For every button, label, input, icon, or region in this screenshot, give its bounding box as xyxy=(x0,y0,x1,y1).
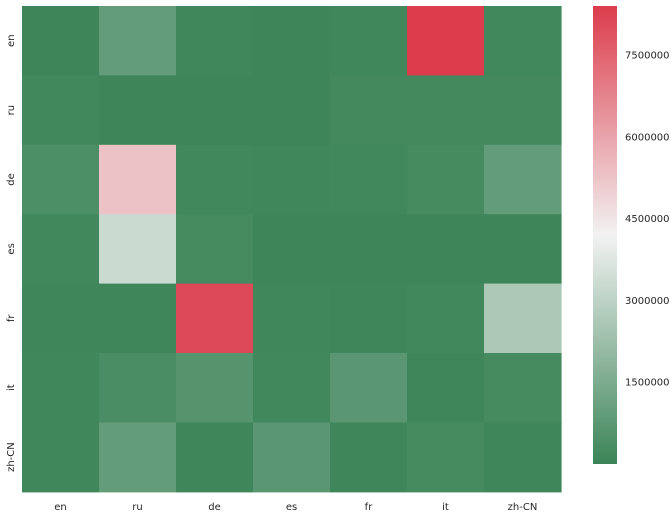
heatmap-cell xyxy=(253,422,331,493)
heatmap-cell xyxy=(330,75,408,146)
colorbar-tick-label: 3000000 xyxy=(625,296,670,307)
x-tick-label: es xyxy=(286,502,297,513)
heatmap-cell xyxy=(253,6,331,76)
heatmap-cell xyxy=(253,144,331,215)
heatmap-cell xyxy=(484,6,562,76)
heatmap-cell xyxy=(330,353,408,423)
heatmap-cell xyxy=(330,6,408,76)
x-tick-label: en xyxy=(54,502,67,513)
colorbar xyxy=(593,6,617,464)
colorbar-tick-label: 7500000 xyxy=(625,51,670,62)
heatmap-cell xyxy=(253,353,331,423)
x-tick-label: zh-CN xyxy=(508,502,538,513)
heatmap-cell xyxy=(253,283,331,354)
heatmap-cell xyxy=(22,75,100,146)
heatmap-cell xyxy=(176,214,254,285)
heatmap-cell xyxy=(22,214,100,285)
heatmap-cell xyxy=(484,283,562,354)
y-axis-ticks: en ru de es fr it zh-CN xyxy=(6,34,17,471)
heatmap-cell xyxy=(99,283,177,354)
x-axis-ticks: en ru de es fr it zh-CN xyxy=(54,502,537,513)
heatmap-cell xyxy=(484,422,562,493)
heatmap-cell xyxy=(484,353,562,423)
x-tick-label: it xyxy=(442,502,449,513)
heatmap-cell xyxy=(407,353,485,423)
heatmap-cell xyxy=(484,75,562,146)
colorbar-tick-label: 6000000 xyxy=(625,132,670,143)
heatmap-cells xyxy=(22,6,562,493)
heatmap-cell xyxy=(330,144,408,215)
y-tick-label: en xyxy=(6,34,17,47)
heatmap-cell xyxy=(484,214,562,285)
x-tick-label: ru xyxy=(132,502,142,513)
colorbar-tick-label: 4500000 xyxy=(625,214,670,225)
y-tick-label: it xyxy=(6,384,17,391)
heatmap-cell xyxy=(99,214,177,285)
heatmap-cell xyxy=(407,283,485,354)
heatmap-cell xyxy=(99,6,177,76)
heatmap-cell xyxy=(99,353,177,423)
heatmap-cell xyxy=(330,283,408,354)
heatmap-cell xyxy=(330,422,408,493)
heatmap-cell xyxy=(407,75,485,146)
y-tick-label: de xyxy=(6,173,17,186)
y-tick-label: zh-CN xyxy=(6,442,17,472)
heatmap-cell xyxy=(176,144,254,215)
y-tick-label: es xyxy=(6,243,17,254)
y-tick-label: ru xyxy=(6,105,17,115)
heatmap-cell xyxy=(99,422,177,493)
heatmap-cell xyxy=(22,144,100,215)
heatmap-cell xyxy=(22,353,100,423)
heatmap-cell xyxy=(253,214,331,285)
colorbar-ticks: 1500000 3000000 4500000 6000000 7500000 xyxy=(625,51,670,389)
heatmap-cell xyxy=(176,353,254,423)
colorbar-tick-label: 1500000 xyxy=(625,378,670,389)
heatmap-cell xyxy=(176,75,254,146)
heatmap-cell xyxy=(99,144,177,215)
heatmap-cell xyxy=(253,75,331,146)
heatmap-cell xyxy=(484,144,562,215)
heatmap-cell xyxy=(407,6,485,76)
heatmap-cell xyxy=(22,283,100,354)
y-tick-label: fr xyxy=(6,314,17,323)
heatmap-cell xyxy=(176,422,254,493)
heatmap-cell xyxy=(176,283,254,354)
x-tick-label: fr xyxy=(365,502,374,513)
heatmap-cell xyxy=(99,75,177,146)
heatmap-cell xyxy=(407,144,485,215)
heatmap-cell xyxy=(22,6,100,76)
heatmap-cell xyxy=(22,422,100,493)
heatmap-cell xyxy=(407,214,485,285)
heatmap-cell xyxy=(407,422,485,493)
x-tick-label: de xyxy=(208,502,221,513)
heatmap-cell xyxy=(176,6,254,76)
heatmap-cell xyxy=(330,214,408,285)
